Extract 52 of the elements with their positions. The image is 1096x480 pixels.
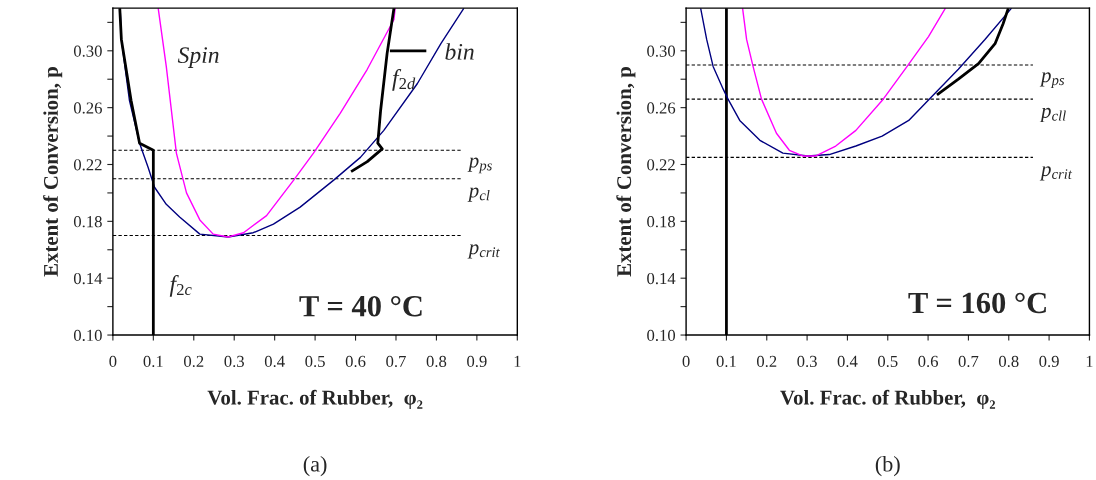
annotation: T = 40 °C — [299, 295, 422, 317]
x-tick-label: 0.4 — [264, 355, 285, 368]
ref-line-label: p$_{cl}$ — [467, 187, 490, 202]
x-tick-label: 0.3 — [797, 355, 817, 368]
x-tick-label: 0.2 — [756, 355, 777, 368]
annotation: T = 160 °C — [908, 292, 1046, 314]
y-tick-label: 0.30 — [647, 45, 676, 57]
x-axis-title: Vol. Frac. of Rubber, φ₂ — [207, 389, 423, 409]
y-axis-title: Extent of Conversion, p — [616, 67, 636, 277]
x-tick-label: 0.5 — [305, 355, 325, 368]
x-tick-label: 0.6 — [918, 355, 939, 368]
annotation: f$_{2c}$ — [169, 275, 192, 297]
y-axis-title: Extent of Conversion, p — [43, 67, 63, 277]
y-tick-label: 0.18 — [647, 216, 676, 228]
ref-line-label: p$_{cll}$ — [1039, 107, 1066, 123]
x-tick-label: 0.9 — [467, 355, 487, 368]
x-tick-label: 0.3 — [224, 355, 244, 368]
text: (b) — [875, 455, 900, 477]
x-tick-label: 1 — [1086, 355, 1093, 367]
x-tick-label: 0.8 — [998, 355, 1019, 368]
x-tick-label: 0.2 — [183, 355, 204, 368]
annotation: bin — [445, 43, 474, 60]
text: (a) — [303, 455, 327, 477]
x-tick-label: 0.5 — [877, 355, 898, 368]
y-tick-label: 0.26 — [647, 102, 676, 114]
x-tick-label: 0.6 — [345, 355, 366, 368]
x-axis-title: Vol. Frac. of Rubber, φ₂ — [780, 389, 996, 409]
x-tick-label: 1 — [514, 355, 521, 367]
ref-line-label: p$_{ps}$ — [1039, 72, 1065, 89]
y-tick-label: 0.14 — [647, 272, 676, 285]
x-tick-label: 0.4 — [837, 355, 858, 368]
x-tick-label: 0 — [109, 355, 117, 367]
y-tick-label: 0.30 — [73, 45, 102, 57]
x-tick-label: 0.1 — [716, 355, 736, 368]
y-tick-label: 0.14 — [73, 272, 103, 285]
x-tick-label: 0.9 — [1039, 355, 1059, 368]
x-tick-label: 0 — [682, 355, 690, 367]
y-tick-label: 0.22 — [73, 159, 102, 171]
ref-line-label: p$_{ps}$ — [467, 157, 492, 174]
y-tick-label: 0.10 — [647, 329, 676, 342]
ref-line-label: p$_{crit}$ — [1039, 166, 1073, 181]
annotation: f$_{2d}$ — [392, 69, 416, 91]
y-tick-label: 0.22 — [647, 159, 675, 171]
y-tick-label: 0.10 — [73, 329, 102, 342]
y-tick-label: 0.26 — [73, 102, 102, 114]
annotation: Spin — [177, 47, 219, 68]
x-tick-label: 0.8 — [426, 355, 447, 368]
x-tick-label: 0.7 — [386, 355, 406, 368]
x-tick-label: 0.7 — [958, 355, 979, 368]
y-tick-label: 0.18 — [73, 216, 102, 228]
x-tick-label: 0.1 — [143, 355, 163, 368]
ref-line-label: p$_{crit}$ — [467, 244, 500, 259]
